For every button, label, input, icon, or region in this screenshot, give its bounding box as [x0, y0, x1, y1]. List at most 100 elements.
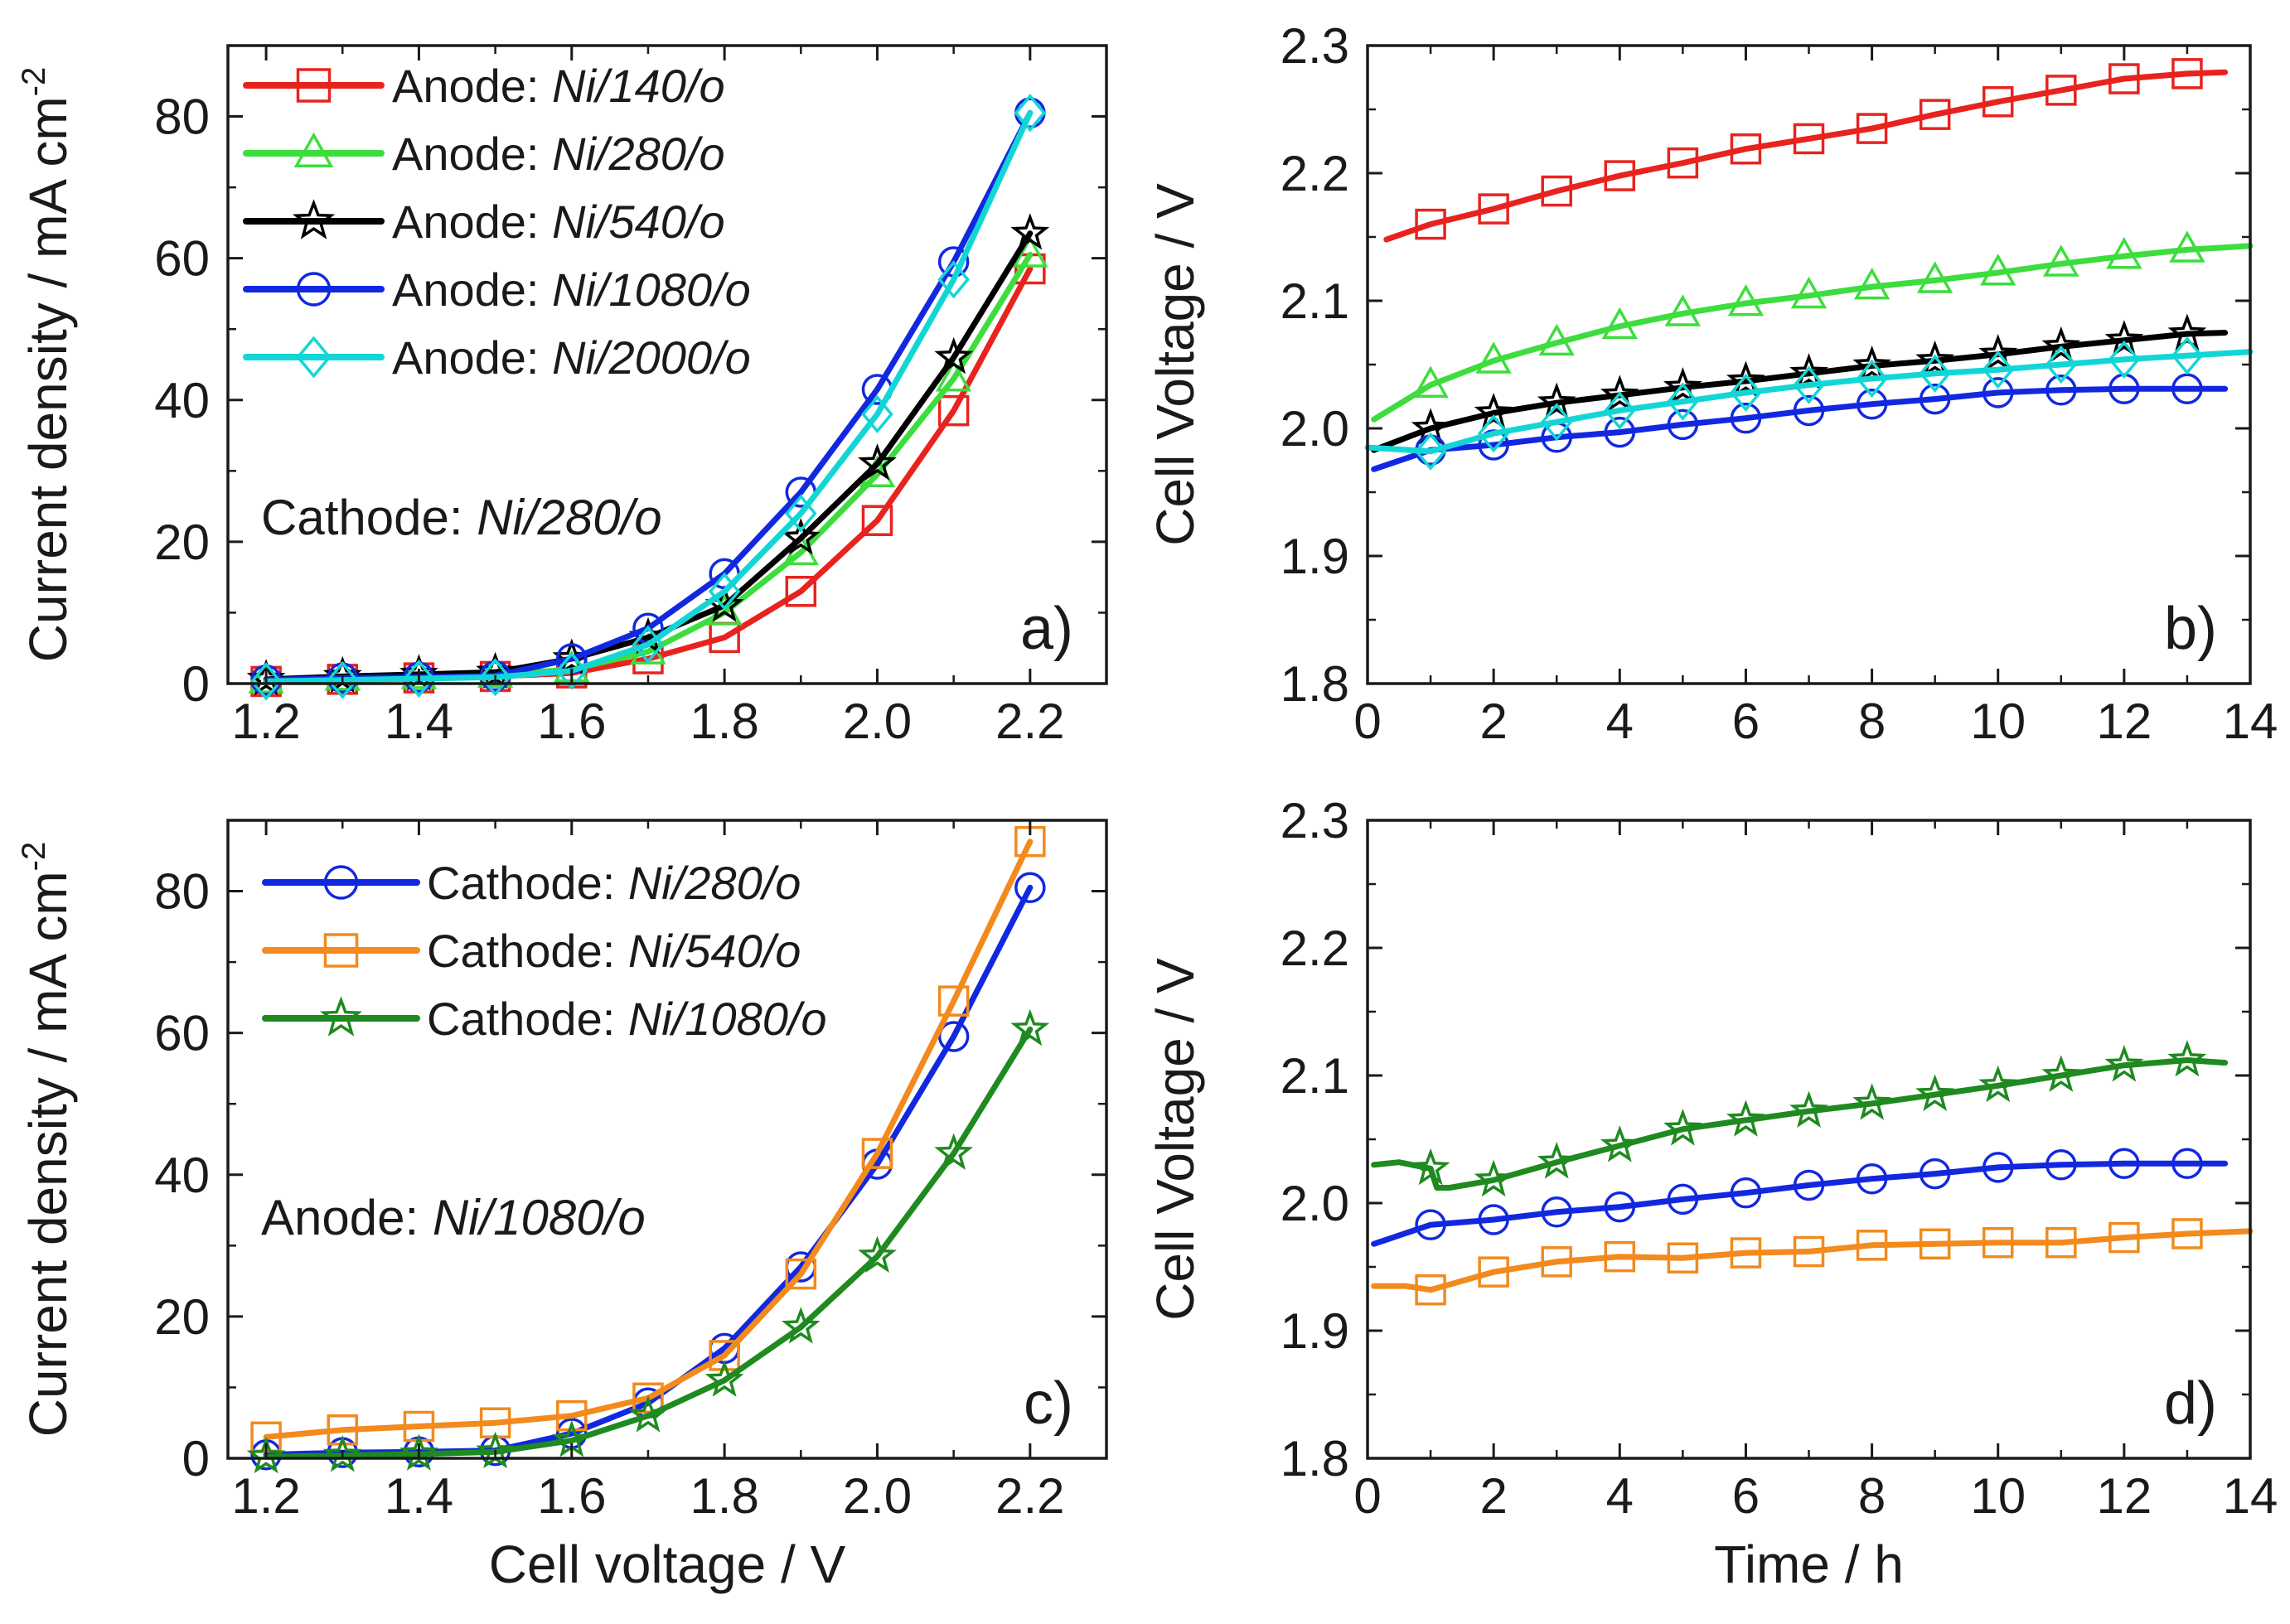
data-point — [1978, 334, 2018, 371]
x-tick-label: 12 — [2096, 1468, 2152, 1524]
data-point — [1978, 1065, 2018, 1103]
data-point — [1982, 1226, 2014, 1259]
data-point — [2108, 1148, 2140, 1180]
data-point — [861, 505, 893, 536]
data-point — [785, 1258, 817, 1290]
data-point — [1915, 1074, 1954, 1111]
data-point — [1600, 375, 1639, 412]
data-point — [934, 1133, 973, 1170]
x-tick-label: 14 — [2223, 694, 2278, 749]
legend-item: Anode: Ni/2000/o — [243, 331, 751, 384]
y-tick-label: 2.0 — [1281, 401, 1349, 457]
data-point — [2171, 1148, 2203, 1180]
data-point — [2046, 1149, 2077, 1181]
series-0 — [1383, 58, 2229, 243]
panel-label: a) — [1020, 596, 1073, 662]
legend-label-text: Cathode: — [427, 993, 628, 1045]
y-axis-label: Current density / mA cm-2 — [16, 842, 78, 1437]
legend-label: Cathode: Ni/1080/o — [427, 993, 827, 1045]
data-point — [1010, 213, 1050, 250]
data-point — [1730, 402, 1762, 434]
data-point — [1793, 1235, 1825, 1268]
data-point — [1478, 1204, 1509, 1235]
y-tick-label: 1.9 — [1281, 1303, 1349, 1359]
data-point — [1538, 323, 1575, 356]
data-point — [246, 1436, 286, 1474]
data-point — [1411, 1148, 1450, 1186]
x-tick-label: 1.6 — [537, 694, 606, 749]
data-point — [1475, 341, 1512, 374]
legend-label-text: Anode: — [392, 60, 552, 112]
data-point — [1856, 113, 1888, 144]
data-point — [1415, 1274, 1446, 1306]
legend-item: Anode: Ni/540/o — [243, 196, 725, 248]
data-point — [1667, 1183, 1699, 1216]
data-point — [403, 659, 435, 698]
y-tick-label: 40 — [154, 373, 210, 428]
data-point — [2046, 1226, 2077, 1259]
data-point — [1790, 276, 1828, 309]
x-tick-label: 1.2 — [231, 694, 300, 749]
legend-label: Cathode: Ni/540/o — [427, 925, 801, 977]
legend-label-italic: Ni/2000/o — [552, 331, 751, 384]
data-point — [1478, 1256, 1509, 1288]
data-point — [1474, 392, 1513, 430]
data-point — [1541, 175, 1572, 207]
series-1 — [1371, 1218, 2254, 1306]
x-tick-label: 0 — [1353, 694, 1381, 749]
legend-label-text: Anode: — [392, 263, 552, 316]
legend-label: Anode: Ni/2000/o — [392, 331, 751, 384]
data-point — [1852, 345, 1891, 383]
x-tick-label: 2.2 — [995, 1468, 1064, 1524]
data-point — [2108, 340, 2141, 379]
data-point — [1415, 1209, 1446, 1240]
data-point — [2041, 1055, 2081, 1092]
panel-c: 1.2 1.4 1.6 1.8 2.0 2.2 0 20 40 60 80 Current densi… — [16, 819, 1108, 1594]
legend-label-italic: Ni/540/o — [628, 925, 801, 977]
data-point — [1477, 414, 1510, 453]
data-point — [1604, 1240, 1636, 1273]
legend-marker — [293, 132, 334, 167]
y-axis-label-text: Current density / mA cm — [18, 96, 78, 662]
data-point — [1667, 1242, 1699, 1274]
y-tick-label: 2.3 — [1281, 18, 1349, 74]
data-point — [326, 660, 359, 699]
axes-frame — [226, 819, 1108, 1460]
data-point — [1793, 123, 1825, 155]
data-point — [1980, 254, 2016, 286]
y-tick-label: 60 — [154, 231, 210, 287]
y-tick-label: 1.8 — [1281, 1431, 1349, 1486]
legend-marker — [296, 68, 332, 103]
data-point — [2046, 75, 2077, 106]
data-point — [1601, 307, 1638, 340]
data-point — [1730, 1237, 1762, 1269]
data-point — [2108, 1221, 2140, 1254]
data-point — [1604, 1191, 1636, 1223]
data-point — [1604, 391, 1636, 430]
series-2 — [1371, 1039, 2229, 1197]
legend-label-text: Cathode: — [427, 925, 628, 977]
x-tick-label: 4 — [1606, 1468, 1634, 1524]
data-point — [934, 336, 973, 375]
data-point — [1852, 1083, 1892, 1120]
data-point — [1730, 133, 1762, 165]
data-point — [1726, 1100, 1765, 1137]
data-point — [1012, 235, 1048, 268]
data-point — [1982, 1152, 2014, 1183]
data-point — [1793, 1169, 1825, 1201]
y-tick-label: 2.1 — [1281, 1048, 1349, 1104]
series-line — [1371, 243, 2254, 423]
x-tick-label: 2 — [1479, 1468, 1507, 1524]
x-tick-label: 2 — [1479, 694, 1507, 749]
x-tick-label: 6 — [1732, 1468, 1760, 1524]
data-point — [1793, 365, 1825, 404]
data-point — [2171, 58, 2203, 89]
panel-label: c) — [1024, 1370, 1073, 1437]
data-point — [632, 1382, 664, 1414]
data-point — [1415, 208, 1446, 240]
legend-label-italic: Ni/1080/o — [552, 263, 751, 316]
data-point — [1919, 1228, 1951, 1260]
data-point — [1663, 1109, 1702, 1146]
annotation-italic: Ni/1080/o — [433, 1190, 646, 1245]
